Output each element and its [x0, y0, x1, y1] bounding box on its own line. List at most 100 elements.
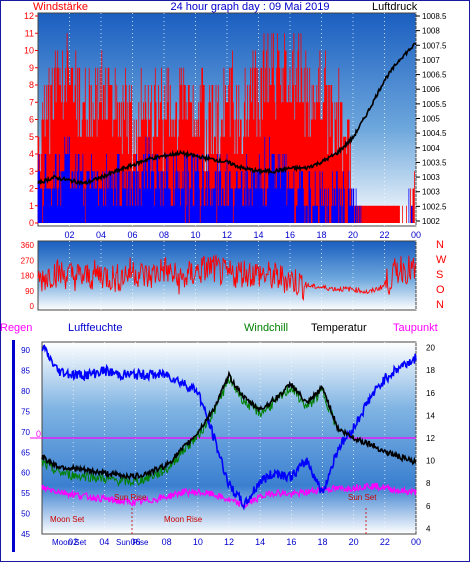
- compass-label: N: [436, 299, 444, 311]
- time-tick-label: 18: [316, 230, 326, 240]
- humidity-tick-label: 85: [21, 367, 30, 376]
- time-tick-label: 00: [411, 230, 421, 240]
- pressure-tick-label: 1004: [422, 144, 440, 153]
- time-tick-label: 04: [99, 537, 109, 547]
- pressure-tick-label: 1008.5: [422, 12, 447, 21]
- humidity-tick-label: 60: [21, 469, 30, 478]
- time-tick-label: 02: [68, 537, 78, 547]
- wind-tick-label: 2: [29, 184, 34, 194]
- time-tick-label: 06: [130, 537, 140, 547]
- wind-tick-label: 9: [29, 63, 34, 73]
- time-tick-label: 14: [255, 537, 265, 547]
- pressure-tick-label: 1007.5: [422, 41, 447, 50]
- windchill-label: Windchill: [244, 322, 288, 334]
- temperature-tick-label: 8: [426, 479, 431, 488]
- temperature-tick-label: 12: [426, 434, 435, 443]
- wind-tick-label: 0: [29, 218, 34, 228]
- time-tick-label: 02: [64, 230, 74, 240]
- dewpoint-label: Taupunkt: [393, 322, 438, 334]
- direction-tick-label: 90: [25, 287, 34, 296]
- sun-set-annotation: Sun Set: [348, 493, 377, 502]
- moon-rise-annotation: Moon Rise: [164, 515, 203, 524]
- time-tick-label: 10: [190, 230, 200, 240]
- pressure-tick-label: 1003: [422, 173, 440, 182]
- time-tick-label: 16: [285, 230, 295, 240]
- wind-tick-label: 3: [29, 166, 34, 176]
- pressure-tick-label: 1002.5: [422, 202, 447, 211]
- humidity-tick-label: 90: [21, 346, 30, 355]
- pressure-tick-label: 1003: [422, 188, 440, 197]
- humidity-line: [41, 344, 417, 511]
- time-tick-label: 16: [286, 537, 296, 547]
- pressure-tick-label: 1003.5: [422, 158, 447, 167]
- time-tick-label: 06: [127, 230, 137, 240]
- sun-rise-x-label: Sun Rise: [116, 538, 149, 547]
- dewpoint-line: [41, 482, 417, 510]
- wind-tick-label: 10: [24, 46, 34, 56]
- wind-tick-label: 6: [29, 115, 34, 125]
- pressure-line: [37, 42, 417, 186]
- wind-direction-line: [37, 254, 417, 302]
- compass-label: W: [436, 254, 447, 266]
- temperature-label: Temperatur: [311, 322, 367, 334]
- humidity-tick-label: 55: [21, 489, 30, 498]
- wind-tick-label: 7: [29, 97, 34, 107]
- rain-value: 0: [36, 429, 41, 439]
- compass-label: S: [436, 269, 443, 281]
- temperature-tick-label: 4: [426, 524, 431, 533]
- time-tick-label: 22: [379, 230, 389, 240]
- humidity-label: Luftfeuchte: [68, 322, 122, 334]
- compass-label: N: [436, 239, 444, 251]
- time-tick-label: 22: [380, 537, 390, 547]
- chart-title: 24 hour graph day : 09 Mai 2019: [170, 1, 329, 13]
- pressure-tick-label: 1002: [422, 217, 440, 226]
- time-tick-label: 14: [253, 230, 263, 240]
- pressure-tick-label: 1005.5: [422, 100, 447, 109]
- wind-direction-panel: [37, 240, 417, 311]
- pressure-tick-label: 1004.5: [422, 129, 447, 138]
- wind-tick-label: 11: [25, 28, 34, 38]
- wind-axis-title: Windstärke: [33, 1, 88, 13]
- time-tick-label: 20: [348, 230, 358, 240]
- rain-label: Regen: [0, 322, 32, 334]
- wind-average-bars: [37, 136, 413, 223]
- wind-tick-label: 5: [29, 132, 34, 142]
- time-tick-label: 18: [317, 537, 327, 547]
- compass-label: O: [436, 284, 445, 296]
- time-tick-label: 04: [96, 230, 106, 240]
- direction-tick-label: 360: [21, 241, 35, 250]
- pressure-tick-label: 1007: [422, 56, 440, 65]
- wind-tick-label: 1: [29, 201, 34, 211]
- time-tick-label: 12: [224, 537, 234, 547]
- pressure-tick-label: 1006.5: [422, 71, 447, 80]
- humidity-tick-label: 75: [21, 407, 30, 416]
- humidity-tick-label: 70: [21, 428, 30, 437]
- humidity-tick-label: 50: [21, 510, 30, 519]
- direction-tick-label: 180: [21, 272, 35, 281]
- time-tick-label: 10: [193, 537, 203, 547]
- pressure-tick-label: 1006: [422, 85, 440, 94]
- time-tick-label: 08: [162, 537, 172, 547]
- wind-tick-label: 4: [29, 149, 34, 159]
- pressure-tick-label: 1008: [422, 27, 440, 36]
- temperature-tick-label: 20: [426, 344, 435, 353]
- temperature-tick-label: 10: [426, 457, 435, 466]
- time-tick-label: 20: [349, 537, 359, 547]
- direction-tick-label: 0: [30, 302, 35, 311]
- wind-tick-label: 8: [29, 80, 34, 90]
- temperature-tick-label: 14: [426, 411, 435, 420]
- pressure-axis-title: Luftdruck: [372, 1, 418, 13]
- temperature-line: [41, 370, 417, 481]
- temperature-tick-label: 16: [426, 389, 435, 398]
- time-tick-label: 00: [411, 537, 421, 547]
- moon-set-x-label: Moon Set: [52, 538, 87, 547]
- temperature-tick-label: 18: [426, 366, 435, 375]
- sun-rise-annotation: Sun Rise: [114, 493, 147, 502]
- temperature-tick-label: 6: [426, 502, 431, 511]
- left-axis-bar: [12, 340, 15, 552]
- moon-set-annotation: Moon Set: [50, 515, 85, 524]
- humidity-tick-label: 65: [21, 448, 30, 457]
- pressure-tick-label: 1005: [422, 115, 440, 124]
- time-tick-label: 08: [159, 230, 169, 240]
